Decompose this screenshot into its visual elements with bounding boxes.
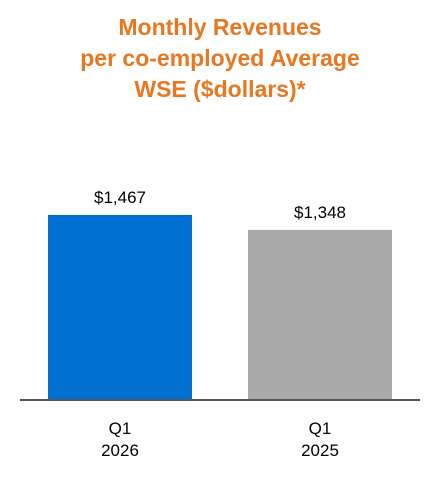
value-label: $1,467	[94, 188, 146, 207]
x-tick-label: Q1 2026	[101, 419, 139, 460]
chart-title: Monthly Revenues per co-employed Average…	[80, 14, 360, 102]
value-label: $1,348	[294, 203, 346, 222]
x-tick-label: Q1 2025	[301, 419, 339, 460]
bar	[48, 215, 192, 399]
bar	[248, 229, 392, 399]
